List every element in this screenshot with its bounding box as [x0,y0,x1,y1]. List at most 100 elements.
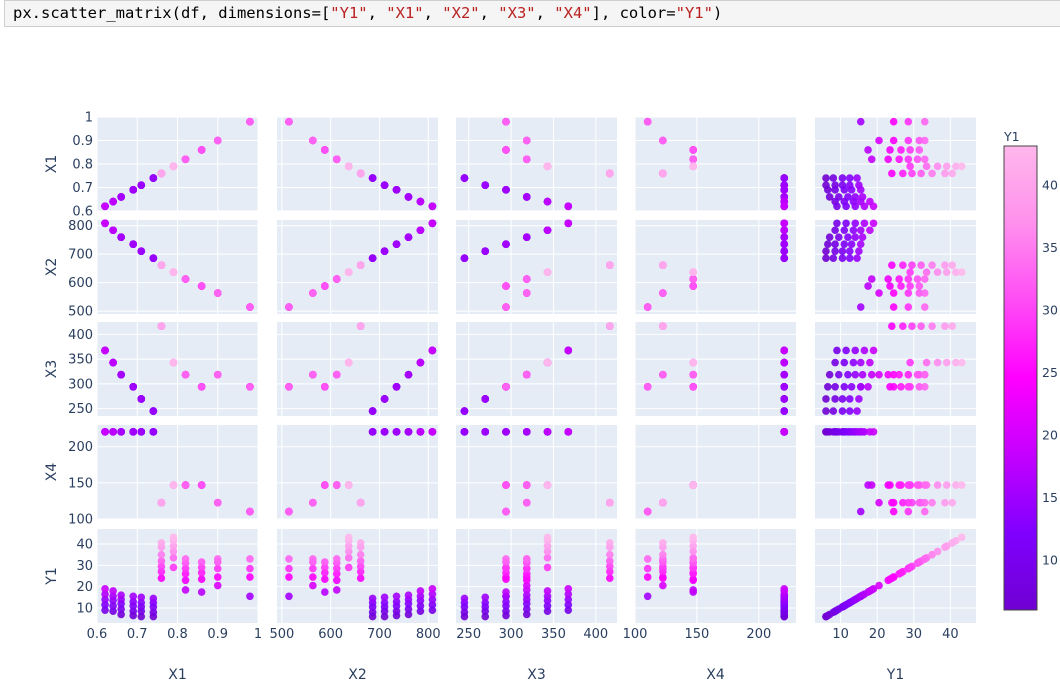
data-point [460,254,469,262]
data-point [564,346,573,355]
data-point [853,254,861,262]
data-point [109,607,117,616]
subplot-X2-vs-Y1 [815,219,976,314]
data-point [689,370,698,379]
data-point [157,261,166,269]
data-point [117,370,125,379]
data-point [904,303,913,311]
code-line[interactable]: px.scatter_matrix(df, dimensions=["Y1", … [13,4,722,22]
data-point [915,383,924,391]
data-point [867,155,876,164]
data-point [285,573,293,581]
code-string-token: "X3" [498,4,536,22]
data-point [948,322,957,331]
x-tick-label: 500 [269,627,294,642]
data-point [689,162,698,171]
colorbar-tick-label: 30 [1042,302,1058,317]
x-tick-label: 600 [318,627,343,642]
data-point [543,268,552,276]
data-point [869,219,878,228]
data-point [606,550,614,559]
data-point [833,219,841,228]
data-point [197,558,206,566]
data-point [543,358,552,367]
data-point [833,346,841,355]
subplot-X1-vs-Y1 [815,116,976,212]
data-point [875,581,883,590]
data-point [834,370,843,379]
data-point [948,261,957,269]
data-point [689,533,698,542]
data-point [847,383,856,391]
subplot-background [456,220,617,314]
data-point [957,268,966,276]
data-point [908,498,916,507]
data-point [129,383,138,391]
data-point [368,428,377,436]
data-point [643,117,652,126]
data-point [416,428,425,436]
data-point [392,607,401,616]
data-point [856,240,865,249]
data-point [942,542,951,550]
data-point [332,481,341,489]
data-point [869,428,878,436]
data-point [840,383,849,391]
y-tick-label: 10 [76,602,93,617]
data-point [844,233,852,242]
data-point [908,261,916,269]
data-point [928,498,936,507]
data-point [344,162,353,171]
y-axis-title: X4 [44,463,60,482]
data-point [169,554,178,562]
data-point [564,585,573,593]
data-point [904,507,913,516]
subplot-background [277,322,438,416]
data-point [851,193,860,201]
subplot-X3-vs-X2 [277,322,438,416]
data-point [285,592,293,601]
data-point [344,547,353,556]
data-point [643,507,652,516]
data-point [856,383,865,391]
data-point [502,282,510,290]
data-point [380,181,389,189]
data-point [309,498,317,507]
data-point [522,555,531,563]
data-point [129,597,138,606]
y-tick-label: 150 [68,476,93,491]
data-point [659,550,667,559]
data-point [404,605,413,613]
data-point [356,498,365,507]
y-axis-title: X2 [44,258,60,277]
data-point [321,558,329,566]
data-point [831,240,839,249]
data-point [952,268,960,276]
data-point [129,428,138,436]
data-point [659,370,667,379]
data-point [181,570,190,578]
data-point [416,607,425,616]
data-point [481,247,490,255]
data-point [309,573,317,581]
x-tick-label: 0.6 [87,627,108,642]
data-point [920,303,929,311]
data-point [368,174,377,182]
data-point [824,186,832,194]
data-point [157,498,166,507]
code-cell[interactable]: px.scatter_matrix(df, dimensions=["Y1", … [4,0,1060,27]
data-point [416,587,425,595]
data-point [838,254,847,262]
data-point [109,587,117,595]
data-point [101,219,109,228]
data-point [840,186,849,194]
data-point [137,593,146,602]
data-point [933,481,942,489]
data-point [855,247,863,255]
data-point [856,186,865,194]
data-point [543,428,552,436]
data-point [502,146,510,154]
data-point [942,268,951,276]
data-point [606,557,614,565]
data-point [957,358,966,367]
